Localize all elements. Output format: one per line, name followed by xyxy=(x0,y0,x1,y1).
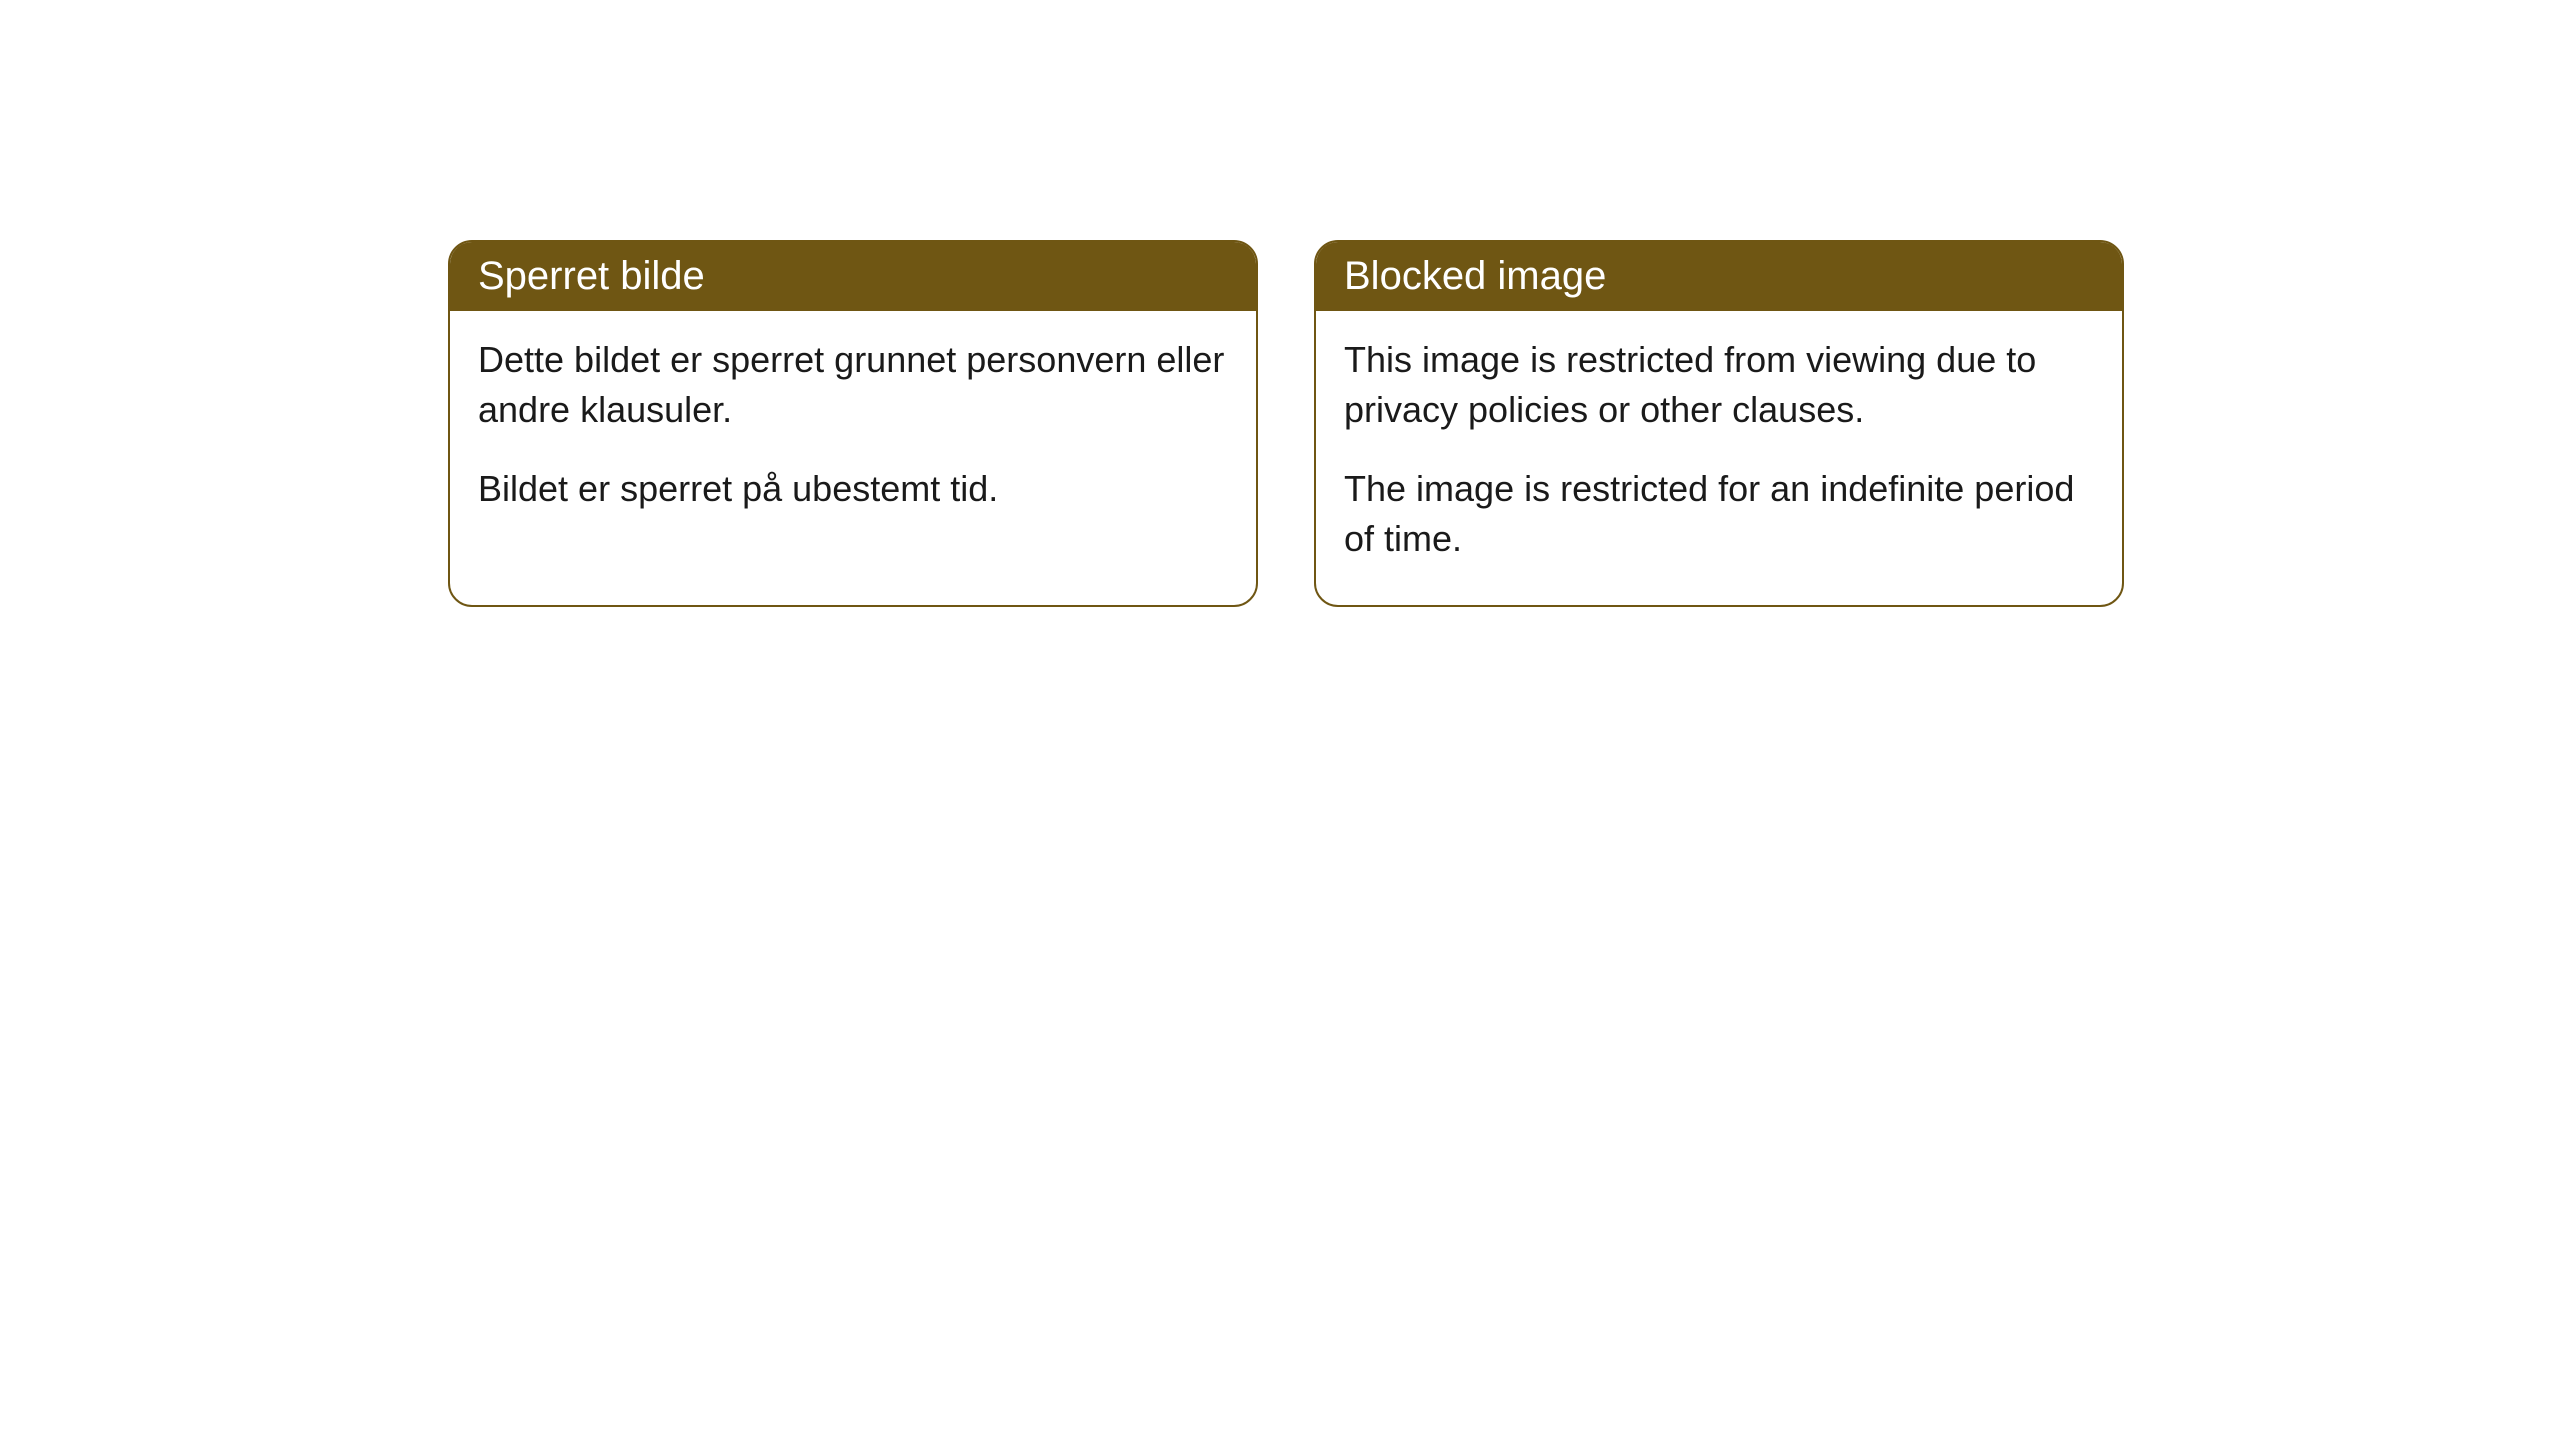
notice-container: Sperret bilde Dette bildet er sperret gr… xyxy=(448,240,2124,607)
notice-paragraph-2-english: The image is restricted for an indefinit… xyxy=(1344,464,2094,565)
notice-paragraph-1-norwegian: Dette bildet er sperret grunnet personve… xyxy=(478,335,1228,436)
notice-body-english: This image is restricted from viewing du… xyxy=(1316,311,2122,605)
notice-card-norwegian: Sperret bilde Dette bildet er sperret gr… xyxy=(448,240,1258,607)
notice-title-english: Blocked image xyxy=(1344,254,1606,298)
notice-paragraph-2-norwegian: Bildet er sperret på ubestemt tid. xyxy=(478,464,1228,514)
notice-card-english: Blocked image This image is restricted f… xyxy=(1314,240,2124,607)
notice-header-english: Blocked image xyxy=(1316,242,2122,311)
notice-paragraph-1-english: This image is restricted from viewing du… xyxy=(1344,335,2094,436)
notice-title-norwegian: Sperret bilde xyxy=(478,254,705,298)
notice-header-norwegian: Sperret bilde xyxy=(450,242,1256,311)
notice-body-norwegian: Dette bildet er sperret grunnet personve… xyxy=(450,311,1256,554)
